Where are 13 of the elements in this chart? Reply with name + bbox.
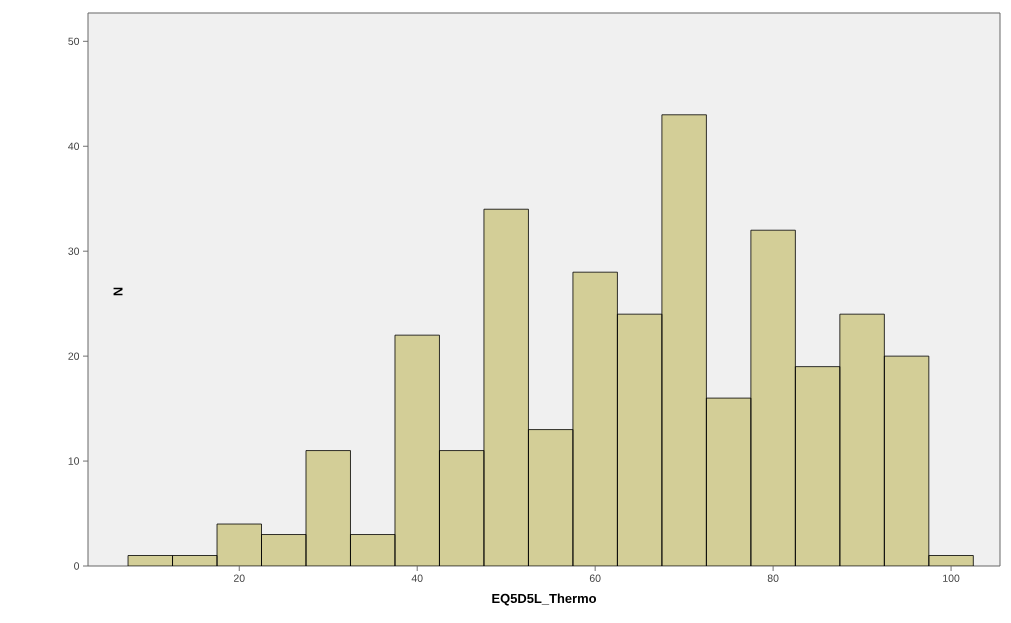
y-tick-label: 0 — [74, 562, 80, 570]
x-tick-label: 80 — [767, 574, 779, 582]
x-tick-label: 40 — [411, 574, 423, 582]
y-tick-label: 50 — [68, 37, 80, 46]
y-tick-label: 30 — [68, 247, 80, 255]
x-axis-title: EQ5D5L_Thermo — [492, 593, 597, 606]
y-tick-label: 10 — [68, 457, 80, 465]
x-tick-label: 20 — [233, 574, 245, 582]
y-axis-title: N — [113, 287, 123, 296]
x-tick-label: 100 — [943, 574, 960, 582]
y-tick-label: 20 — [68, 352, 80, 360]
x-tick-label: 60 — [589, 574, 601, 582]
y-tick-label: 40 — [68, 142, 80, 150]
